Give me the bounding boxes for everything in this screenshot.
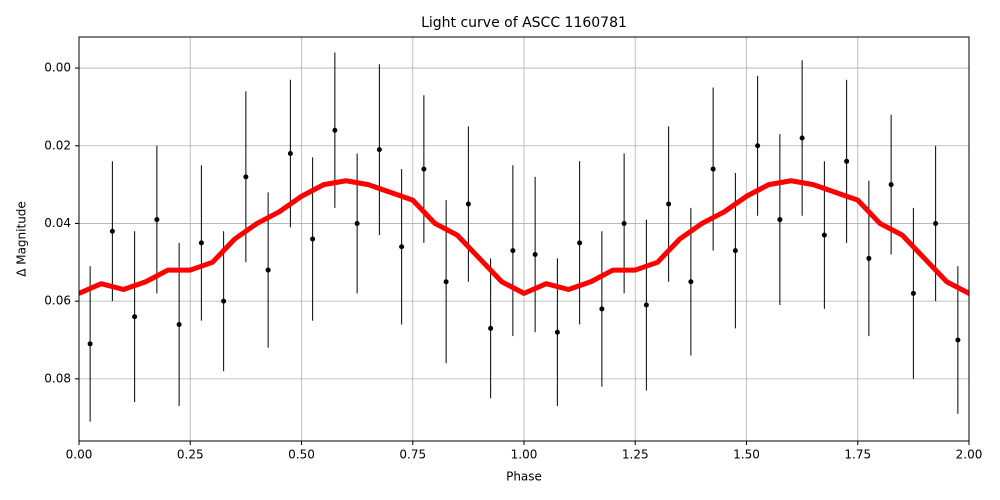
data-point: [599, 306, 605, 312]
data-point: [510, 248, 516, 254]
data-point: [243, 174, 249, 180]
grid: [78, 37, 970, 441]
smoothed-curve: [79, 178, 969, 296]
data-point: [710, 166, 716, 172]
y-tick-label: 0.00: [44, 61, 71, 75]
data-point: [399, 244, 405, 250]
x-tick-label: 0.25: [177, 448, 204, 462]
data-point: [955, 337, 961, 343]
data-point: [532, 252, 538, 258]
y-tick-label: 0.04: [44, 216, 71, 230]
x-tick-label: 0.00: [66, 448, 93, 462]
data-point: [866, 255, 872, 261]
plot-frame: [78, 36, 970, 442]
data-point: [799, 135, 805, 141]
data-point: [198, 240, 204, 246]
data: [79, 52, 969, 422]
data-point: [755, 143, 761, 149]
data-point: [265, 267, 271, 273]
data-point: [465, 201, 471, 207]
data-point: [376, 147, 382, 153]
data-point: [287, 151, 293, 157]
chart-title: Light curve of ASCC 1160781: [421, 15, 627, 31]
x-tick-label: 1.25: [622, 448, 649, 462]
data-point: [688, 279, 694, 285]
data-point: [87, 341, 93, 347]
y-tick-label: 0.08: [44, 371, 71, 385]
data-point: [421, 166, 427, 172]
data-point: [332, 127, 338, 133]
data-point: [176, 321, 182, 327]
x-axis-label: Phase: [506, 470, 542, 484]
data-point: [621, 220, 627, 226]
data-point: [354, 220, 360, 226]
x-tick-label: 1.00: [511, 448, 538, 462]
data-point: [554, 329, 560, 335]
data-point: [132, 314, 138, 320]
data-point: [666, 201, 672, 207]
y-axis-label: Δ Magnitude: [15, 201, 29, 277]
data-point: [221, 298, 227, 304]
data-point: [443, 279, 449, 285]
x-tick-label: 1.75: [844, 448, 871, 462]
data-point: [310, 236, 316, 242]
data-point: [732, 248, 738, 254]
x-tick-label: 1.50: [733, 448, 760, 462]
y-tick-label: 0.02: [44, 138, 71, 152]
data-point: [777, 217, 783, 223]
y-tick-label: 0.06: [44, 294, 71, 308]
data-point: [109, 228, 115, 234]
data-point: [844, 158, 850, 164]
data-point: [821, 232, 827, 238]
data-point: [577, 240, 583, 246]
data-point: [933, 220, 939, 226]
x-tick-label: 2.00: [956, 448, 983, 462]
data-point: [910, 290, 916, 296]
data-point: [154, 217, 160, 223]
data-point: [643, 302, 649, 308]
x-tick-label: 0.50: [288, 448, 315, 462]
data-point: [888, 182, 894, 188]
data-point: [488, 325, 494, 331]
x-tick-label: 0.75: [399, 448, 426, 462]
